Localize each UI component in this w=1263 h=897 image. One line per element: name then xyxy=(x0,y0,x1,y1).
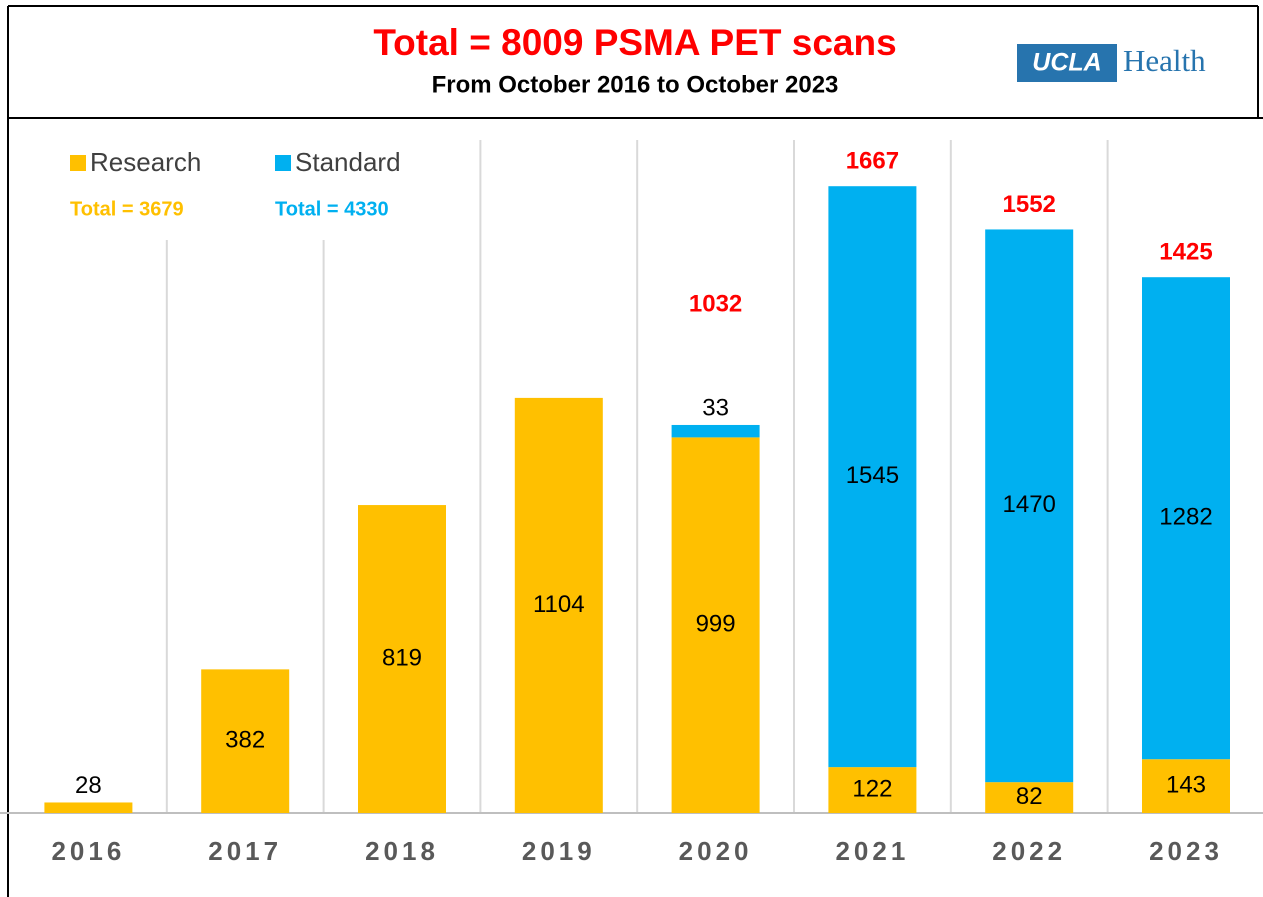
bar-segment xyxy=(671,437,760,813)
chart-title: Total = 8009 PSMA PET scans xyxy=(373,22,896,63)
logo-text: Health xyxy=(1123,43,1206,78)
logo-badge-text: UCLA xyxy=(1032,49,1101,77)
value-label: 999 xyxy=(696,611,736,638)
total-label: 1032 xyxy=(689,290,742,317)
logo-badge xyxy=(1017,44,1117,82)
bar-segment xyxy=(828,767,917,813)
value-label: 1470 xyxy=(1003,491,1056,518)
x-tick-label: 2019 xyxy=(522,836,596,866)
legend-total: Total = 4330 xyxy=(275,198,389,220)
bar-segment xyxy=(985,229,1074,783)
bar-segment xyxy=(828,186,917,768)
value-label: 1545 xyxy=(846,462,899,489)
bar-segment xyxy=(985,782,1074,813)
value-label: 1282 xyxy=(1159,504,1212,531)
bar-segment xyxy=(1142,759,1230,813)
legend-total: Total = 3679 xyxy=(70,198,184,220)
legend-swatch xyxy=(275,155,291,171)
total-label: 1425 xyxy=(1159,239,1212,266)
x-tick-label: 2021 xyxy=(835,836,909,866)
value-label: 382 xyxy=(225,727,265,754)
x-tick-label: 2020 xyxy=(679,836,753,866)
value-label: 1104 xyxy=(533,591,585,618)
value-label: 33 xyxy=(702,394,729,421)
x-tick-label: 2023 xyxy=(1149,836,1223,866)
total-label: 1667 xyxy=(846,148,899,175)
bar-segment xyxy=(1142,277,1230,760)
value-label: 122 xyxy=(852,775,892,802)
total-label: 1552 xyxy=(1003,191,1056,218)
bar-segment xyxy=(514,397,603,813)
legend-swatch xyxy=(70,155,86,171)
value-label: 143 xyxy=(1166,771,1206,798)
bar-segment xyxy=(44,802,133,813)
bar-segment xyxy=(201,669,290,813)
chart-subtitle: From October 2016 to October 2023 xyxy=(432,71,839,98)
legend-label: Standard xyxy=(295,147,401,177)
value-label: 28 xyxy=(75,772,102,799)
value-label: 82 xyxy=(1016,783,1043,810)
x-tick-label: 2022 xyxy=(992,836,1066,866)
legend-label: Research xyxy=(90,147,201,177)
bar-segment xyxy=(671,424,760,438)
x-tick-label: 2017 xyxy=(208,836,282,866)
value-label: 819 xyxy=(382,644,422,671)
x-tick-label: 2018 xyxy=(365,836,439,866)
x-tick-label: 2016 xyxy=(51,836,125,866)
bar-segment xyxy=(358,505,446,813)
